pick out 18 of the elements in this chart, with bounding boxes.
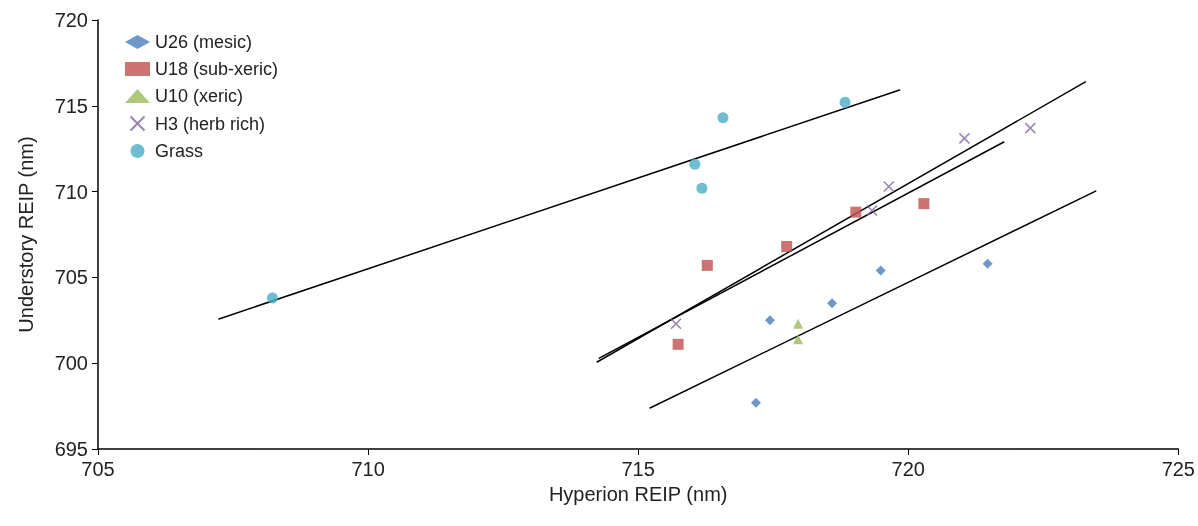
x-tick-label: 705 [81,458,115,480]
x-tick-label: 720 [891,458,925,480]
y-tick-label: 695 [54,438,88,460]
y-tick-label: 715 [54,94,88,117]
legend-label: U10 (xeric) [155,86,244,106]
y-tick-label: 710 [54,180,88,203]
legend-label: Grass [155,141,204,161]
legend-label: U18 (sub-xeric) [155,59,279,79]
y-axis-title: Understory REIP (nm) [15,136,37,333]
x-tick-label: 715 [621,458,655,480]
legend-label: U26 (mesic) [155,32,253,52]
y-tick-label: 720 [54,9,88,31]
x-tick-label: 710 [351,458,385,480]
y-tick-label: 700 [54,352,88,375]
y-tick-label: 705 [54,266,88,289]
x-tick-label: 725 [1161,458,1195,480]
x-axis-title: Hyperion REIP (nm) [548,482,728,505]
legend-label: H3 (herb rich) [155,113,266,134]
